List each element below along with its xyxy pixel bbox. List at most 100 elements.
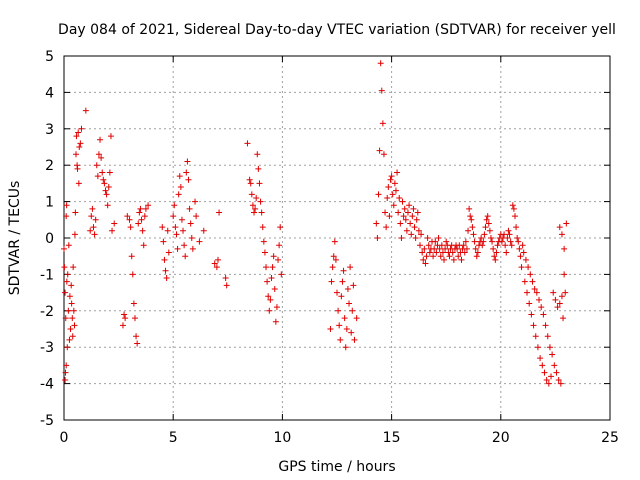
- data-point: [134, 340, 141, 347]
- data-point: [524, 289, 531, 296]
- data-point: [399, 198, 406, 205]
- data-point: [130, 300, 137, 307]
- data-point: [542, 322, 549, 329]
- data-point: [350, 282, 357, 289]
- data-point: [82, 107, 89, 114]
- data-point: [410, 205, 417, 212]
- data-point: [373, 220, 380, 227]
- data-point: [436, 245, 443, 252]
- data-point: [375, 191, 382, 198]
- data-point: [398, 235, 405, 241]
- data-point: [498, 238, 505, 245]
- data-point: [266, 307, 273, 314]
- data-point: [521, 278, 528, 285]
- data-point: [533, 289, 540, 296]
- data-point: [213, 264, 220, 271]
- data-point: [555, 376, 562, 383]
- data-point: [505, 227, 512, 234]
- data-point: [344, 285, 351, 292]
- data-point: [182, 253, 189, 260]
- data-point: [256, 180, 263, 187]
- data-point: [140, 242, 147, 249]
- data-point: [515, 238, 522, 245]
- data-point: [481, 231, 488, 238]
- data-point: [95, 151, 102, 158]
- data-point: [137, 205, 144, 212]
- data-point: [548, 373, 555, 380]
- data-point: [163, 275, 170, 282]
- data-point: [540, 311, 547, 318]
- data-point: [251, 209, 258, 216]
- data-point: [66, 293, 73, 300]
- data-point: [394, 169, 401, 176]
- data-point: [187, 220, 194, 227]
- data-point: [563, 220, 570, 227]
- data-point: [90, 224, 97, 231]
- data-point: [391, 180, 398, 187]
- data-point: [263, 264, 270, 271]
- data-point: [63, 213, 70, 220]
- data-point: [105, 184, 112, 191]
- data-point: [128, 253, 135, 260]
- data-point: [518, 264, 525, 271]
- data-point: [449, 249, 456, 256]
- data-point: [353, 315, 360, 322]
- data-point: [68, 282, 75, 289]
- data-point: [329, 264, 336, 271]
- data-point: [65, 307, 72, 314]
- data-point: [260, 238, 267, 245]
- data-point: [406, 202, 413, 209]
- data-point: [93, 162, 100, 169]
- data-point: [73, 133, 80, 140]
- data-point: [551, 362, 558, 369]
- data-point: [247, 180, 254, 187]
- data-point: [443, 238, 450, 245]
- data-point: [424, 235, 431, 241]
- data-point: [514, 235, 521, 241]
- data-point: [331, 238, 338, 245]
- data-point: [106, 169, 113, 176]
- data-point: [253, 194, 260, 201]
- data-point: [426, 249, 433, 256]
- data-point: [431, 245, 438, 252]
- data-point: [494, 242, 501, 249]
- data-point: [473, 253, 480, 260]
- data-point: [62, 376, 69, 383]
- data-point: [539, 362, 546, 369]
- data-point: [438, 242, 445, 249]
- data-point: [69, 315, 76, 322]
- data-point: [78, 125, 85, 132]
- data-point: [482, 224, 489, 231]
- data-point: [511, 213, 518, 220]
- grid-lines: [64, 56, 610, 420]
- data-point: [519, 242, 526, 249]
- data-point: [249, 202, 256, 209]
- data-point: [340, 267, 347, 274]
- data-point: [267, 296, 274, 303]
- data-point: [466, 205, 473, 212]
- data-point: [554, 304, 561, 311]
- data-point: [62, 369, 69, 376]
- data-point: [383, 224, 390, 231]
- data-point: [164, 227, 171, 234]
- data-point: [543, 376, 550, 383]
- data-point: [248, 191, 255, 198]
- data-point: [216, 209, 223, 216]
- data-point: [136, 209, 143, 216]
- data-point: [107, 133, 114, 140]
- data-point: [404, 209, 411, 216]
- data-point: [334, 289, 340, 296]
- data-point: [135, 220, 142, 227]
- data-point: [392, 187, 399, 194]
- data-point: [538, 304, 545, 311]
- data-point: [63, 362, 70, 369]
- data-point: [192, 198, 199, 205]
- y-tick-label: -1: [40, 267, 54, 283]
- data-point: [346, 300, 353, 307]
- data-point: [124, 213, 131, 220]
- data-point: [439, 249, 446, 256]
- data-point: [73, 151, 80, 158]
- data-point: [111, 220, 118, 227]
- data-point: [126, 216, 133, 223]
